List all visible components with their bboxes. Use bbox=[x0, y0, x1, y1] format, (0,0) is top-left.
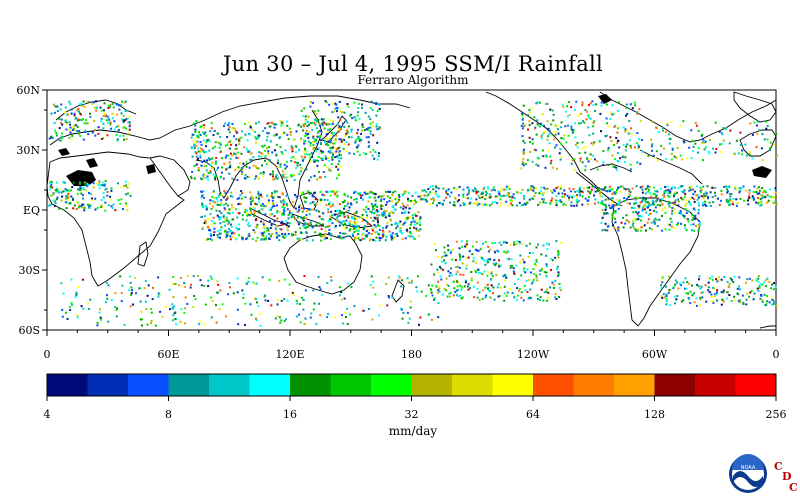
lat-tick-label: 30N bbox=[16, 144, 40, 157]
colorbar-swatch bbox=[492, 374, 534, 396]
colorbar-tick-label: 16 bbox=[283, 408, 297, 421]
lon-tick-label: 120W bbox=[517, 348, 550, 361]
svg-text:NOAA: NOAA bbox=[741, 465, 756, 471]
map-axes: 60N 30N EQ 30S 60S 0 60E 120E 180 120W 60W 0 bbox=[16, 84, 779, 361]
colorbar-tick-label: 128 bbox=[644, 408, 665, 421]
lat-tick-label: EQ bbox=[23, 204, 40, 217]
rainfall-pixels bbox=[48, 100, 778, 327]
colorbar-swatch bbox=[573, 374, 615, 396]
colorbar-swatch bbox=[411, 374, 453, 396]
colorbar-tick-label: 8 bbox=[165, 408, 172, 421]
colorbar-swatch bbox=[695, 374, 736, 396]
colorbar-tick-label: 4 bbox=[44, 408, 51, 421]
lon-tick-label: 0 bbox=[44, 348, 51, 361]
colorbar-tick-label: 256 bbox=[766, 408, 787, 421]
lat-tick-label: 30S bbox=[18, 264, 40, 277]
colorbar-swatch bbox=[249, 374, 291, 396]
colorbar-swatch bbox=[452, 374, 493, 396]
lon-tick-label: 60E bbox=[157, 348, 179, 361]
lon-tick-label: 60W bbox=[642, 348, 668, 361]
colorbar-swatch bbox=[533, 374, 574, 396]
colorbar-swatch bbox=[371, 374, 412, 396]
colorbar-unit: mm/day bbox=[388, 424, 438, 438]
colorbar-swatch bbox=[128, 374, 169, 396]
colorbar-swatch bbox=[735, 374, 777, 396]
cdc-letter-c1: C bbox=[774, 460, 783, 473]
colorbar-tick-label: 64 bbox=[526, 408, 540, 421]
map-subtitle: Ferraro Algorithm bbox=[357, 73, 469, 87]
colorbar-swatch bbox=[330, 374, 372, 396]
cdc-letter-c2: C bbox=[789, 481, 798, 494]
colorbar-swatch bbox=[209, 374, 250, 396]
lon-tick-label: 120E bbox=[275, 348, 304, 361]
colorbar-swatch bbox=[87, 374, 129, 396]
colorbar-swatch bbox=[614, 374, 655, 396]
lat-tick-label: 60N bbox=[16, 84, 40, 97]
lon-tick-label: 0 bbox=[773, 348, 780, 361]
lat-tick-label: 60S bbox=[18, 324, 40, 337]
map-title: Jun 30 – Jul 4, 1995 SSM/I Rainfall bbox=[222, 52, 604, 76]
colorbar-swatch bbox=[654, 374, 696, 396]
colorbar-swatch bbox=[47, 374, 88, 396]
colorbar-swatch bbox=[168, 374, 210, 396]
colorbar-tick-label: 32 bbox=[405, 408, 419, 421]
colorbar-swatch bbox=[290, 374, 331, 396]
cdc-letter-d: D bbox=[782, 470, 792, 483]
colorbar: 4 8 16 32 64 128 256 bbox=[44, 373, 787, 421]
noaa-logo-icon: NOAA C D C bbox=[729, 454, 798, 494]
lon-tick-label: 180 bbox=[401, 348, 422, 361]
